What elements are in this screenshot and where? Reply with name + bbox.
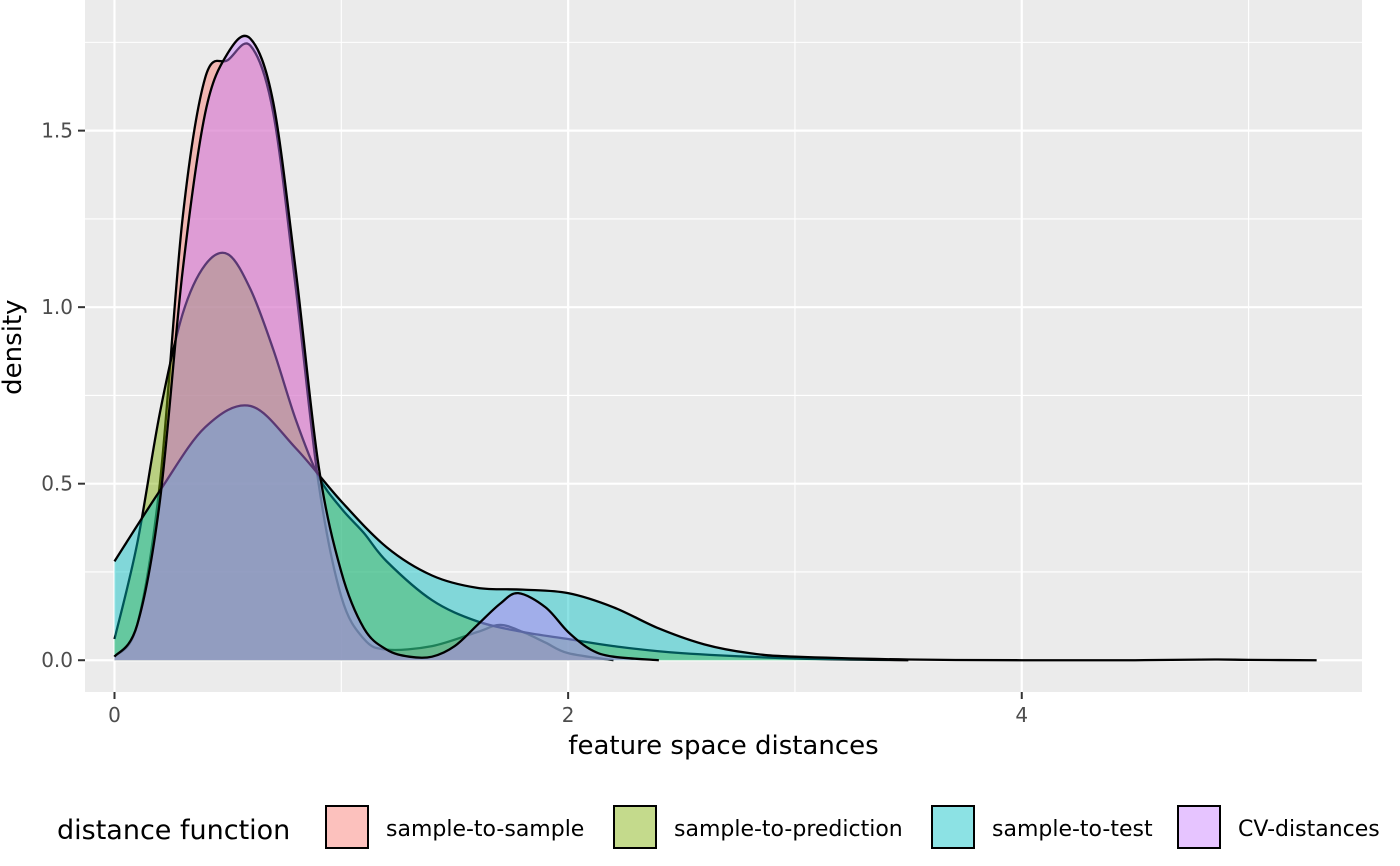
y-tick-label: 1.5 bbox=[41, 119, 73, 143]
legend-label: CV-distances bbox=[1238, 817, 1380, 842]
legend-label: sample-to-sample bbox=[386, 817, 584, 842]
legend-label: sample-to-test bbox=[992, 817, 1153, 842]
legend-key-sample-to-prediction bbox=[613, 805, 657, 849]
y-tick-label: 1.0 bbox=[41, 295, 73, 319]
density-fill-sample-to-sample bbox=[114, 43, 614, 661]
density-line-sample-to-prediction bbox=[113, 251, 909, 662]
legend: distance function sample-to-sample sample… bbox=[57, 805, 1380, 849]
x-tick-label: 4 bbox=[1015, 703, 1028, 727]
legend-label: sample-to-prediction bbox=[674, 817, 903, 842]
density-line-sample-to-test bbox=[113, 404, 1317, 662]
axis-tick-labels: 0 2 4 0.0 0.5 1.0 1.5 bbox=[41, 119, 1028, 727]
density-areas bbox=[113, 34, 1317, 662]
legend-key-sample-to-test bbox=[931, 805, 975, 849]
plot-panel bbox=[85, 0, 1362, 692]
x-tick-label: 0 bbox=[108, 703, 121, 727]
legend-key-sample-to-sample bbox=[325, 805, 369, 849]
y-tick-label: 0.5 bbox=[41, 472, 73, 496]
density-fill-cv-distances bbox=[114, 35, 659, 661]
density-fill-sample-to-prediction bbox=[114, 252, 909, 661]
density-line-sample-to-sample bbox=[113, 42, 614, 662]
density-line-cv-distances bbox=[113, 34, 659, 662]
legend-key-cv-distances bbox=[1177, 805, 1221, 849]
density-fill-sample-to-test bbox=[114, 405, 1317, 661]
y-tick-label: 0.0 bbox=[41, 648, 73, 672]
x-axis-title: feature space distances bbox=[568, 731, 878, 761]
minor-gridlines bbox=[85, 0, 1362, 692]
axis-ticks bbox=[78, 129, 1023, 699]
legend-title: distance function bbox=[57, 815, 290, 846]
x-tick-label: 2 bbox=[562, 703, 575, 727]
y-axis-title: density bbox=[0, 299, 28, 394]
